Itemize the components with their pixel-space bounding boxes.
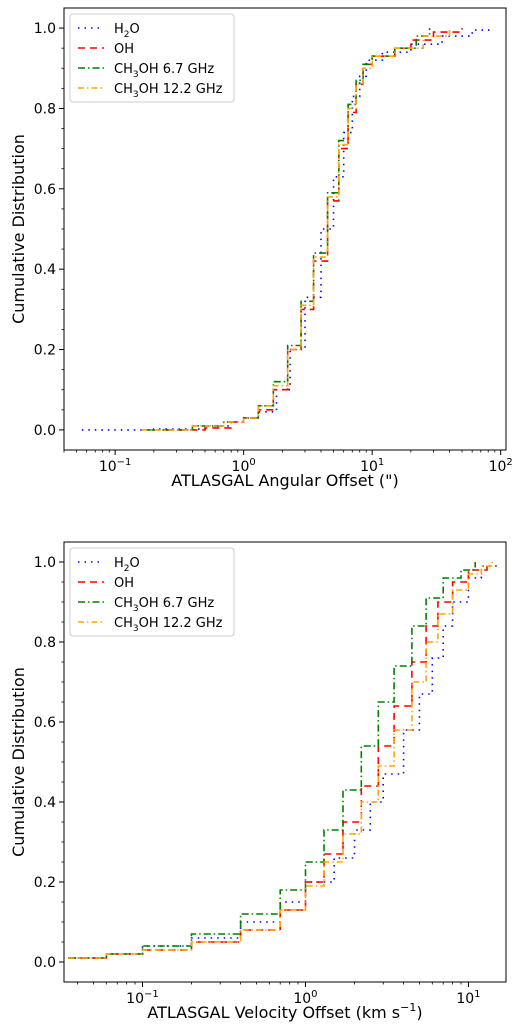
- y-tick-label: 0.0: [34, 955, 56, 971]
- y-axis-label: Cumulative Distribution: [9, 134, 28, 324]
- series-line-h2o: [68, 562, 498, 959]
- y-tick-label: 0.2: [34, 875, 56, 891]
- legend-entry-subscript: 2: [124, 30, 130, 40]
- legend-entry: CH3OH 12.2 GHz: [114, 616, 223, 634]
- legend-entry: OH: [114, 576, 134, 591]
- x-tick-base: 10: [456, 991, 474, 1007]
- legend-entry-main: CH: [114, 616, 133, 631]
- y-tick-label: 0.0: [34, 423, 56, 439]
- x-tick-exponent: −1: [144, 989, 159, 1000]
- x-tick-label: 10−1: [99, 457, 132, 475]
- y-tick-label: 0.2: [34, 343, 56, 359]
- legend-entry-main: OH: [114, 42, 134, 57]
- legend-entry-rest: OH 6.7 GHz: [139, 596, 215, 611]
- y-tick-label: 1.0: [34, 21, 56, 37]
- legend-box: [69, 547, 235, 637]
- series-line-ch3oh-6-7-ghz: [68, 562, 476, 959]
- y-axis-label: Cumulative Distribution: [9, 667, 28, 857]
- x-tick-label: 100: [293, 989, 317, 1007]
- legend-box: [69, 13, 235, 103]
- x-axis-label: ATLASGAL Velocity Offset (km s−1): [147, 1001, 422, 1022]
- x-tick-label: 100: [232, 457, 256, 475]
- x-tick-label: 101: [456, 989, 480, 1007]
- legend-entry-main: H: [114, 556, 124, 571]
- x-tick-base: 10: [126, 991, 144, 1007]
- y-tick-label: 1.0: [34, 555, 56, 571]
- x-tick-label: 102: [489, 457, 513, 475]
- x-tick-exponent: 0: [311, 989, 317, 1000]
- x-axis-label-text: ATLASGAL Angular Offset ("): [171, 471, 399, 490]
- x-tick-label: 101: [360, 457, 384, 475]
- legend-entry: CH3OH 6.7 GHz: [114, 62, 214, 80]
- legend-entry: CH3OH 6.7 GHz: [114, 596, 214, 614]
- y-tick-label: 0.4: [34, 795, 56, 811]
- legend-entry-rest: OH 12.2 GHz: [139, 82, 223, 97]
- x-tick-exponent: 1: [378, 457, 384, 468]
- x-tick-base: 10: [99, 459, 117, 475]
- y-tick-label: 0.6: [34, 715, 56, 731]
- legend-entry-subscript: 3: [133, 604, 139, 614]
- x-tick-base: 10: [232, 459, 250, 475]
- x-tick-exponent: 2: [506, 457, 512, 468]
- y-tick-label: 0.4: [34, 262, 56, 278]
- legend-entry: H2O: [114, 556, 140, 574]
- x-tick-exponent: 1: [474, 989, 480, 1000]
- legend-entry-rest: O: [130, 22, 140, 37]
- y-tick-label: 0.6: [34, 182, 56, 198]
- x-axis-label: ATLASGAL Angular Offset ("): [171, 471, 399, 490]
- series-line-ch3oh-12-2-ghz: [68, 562, 494, 959]
- legend-entry-rest: OH 12.2 GHz: [139, 616, 223, 631]
- series-line-ch3oh-12-2-ghz: [141, 28, 451, 431]
- legend-entry-main: CH: [114, 62, 133, 77]
- y-tick-label: 0.8: [34, 101, 56, 117]
- x-tick-base: 10: [489, 459, 507, 475]
- legend-entry-subscript: 3: [133, 90, 139, 100]
- legend-entry-main: OH: [114, 576, 134, 591]
- legend-entry-main: CH: [114, 82, 133, 97]
- x-tick-base: 10: [293, 991, 311, 1007]
- legend-entry-main: CH: [114, 596, 133, 611]
- legend-entry: OH: [114, 42, 134, 57]
- legend-entry-subscript: 3: [133, 624, 139, 634]
- legend-entry: H2O: [114, 22, 140, 40]
- x-axis-label-text: ATLASGAL Velocity Offset (km s: [147, 1003, 400, 1022]
- legend-entry-subscript: 3: [133, 70, 139, 80]
- x-tick-base: 10: [360, 459, 378, 475]
- x-tick-exponent: −1: [117, 457, 132, 468]
- y-tick-label: 0.8: [34, 635, 56, 651]
- x-tick-exponent: 0: [249, 457, 255, 468]
- x-axis-label-superscript: −1: [400, 1001, 416, 1014]
- legend-entry-subscript: 2: [124, 564, 130, 574]
- legend-entry-main: H: [114, 22, 124, 37]
- x-tick-label: 10−1: [126, 989, 159, 1007]
- chart-panel-1: 10−1 100 101 1020.00.20.40.60.81.0ATLASGAL …: [9, 7, 513, 490]
- legend-entry-rest: OH 6.7 GHz: [139, 62, 215, 77]
- legend-entry-rest: O: [130, 556, 140, 571]
- x-axis-label-tail: ): [416, 1003, 422, 1022]
- legend-entry: CH3OH 12.2 GHz: [114, 82, 223, 100]
